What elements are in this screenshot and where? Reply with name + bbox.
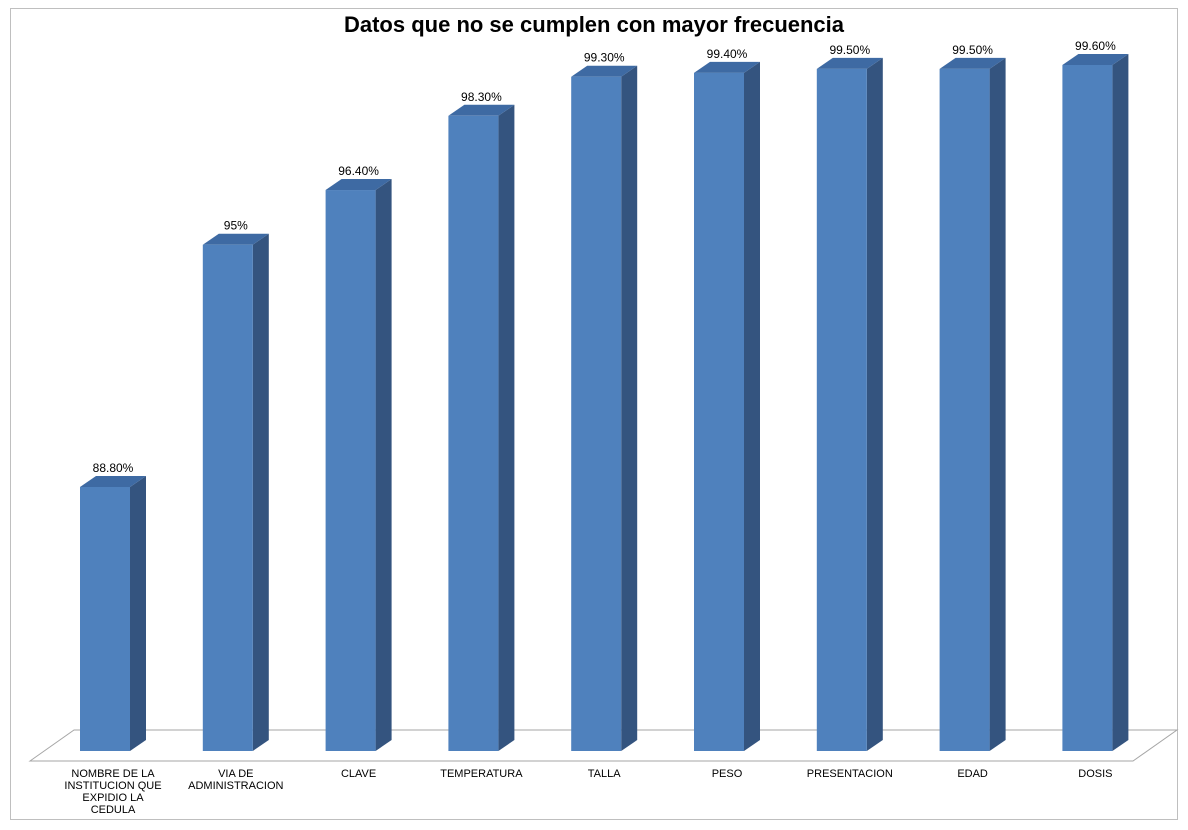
category-label: TALLA [588,768,621,780]
bars-group [80,54,1129,752]
bar-side [1112,54,1129,751]
category-label-line: PRESENTACION [807,768,893,780]
category-label-line: PESO [712,768,743,780]
bar-top [202,233,269,245]
category-label-line: TALLA [588,768,621,780]
category-label: TEMPERATURA [440,768,523,780]
category-label-line: TEMPERATURA [440,768,523,780]
bar [939,57,1006,751]
bar [202,233,269,752]
bar-top [325,179,392,191]
category-label: DOSIS [1078,768,1112,780]
category-label: PRESENTACION [807,768,893,780]
bar-side [498,104,515,752]
data-label: 96.40% [338,164,379,178]
bar-top [448,104,515,116]
data-label: 99.50% [952,43,993,57]
category-label-line: CEDULA [91,804,136,816]
bar [1062,54,1129,751]
category-label: CLAVE [341,768,376,780]
chart-title: Datos que no se cumplen con mayor frecue… [343,12,845,37]
data-label: 99.60% [1075,39,1116,53]
bar-side [130,476,146,751]
data-label: 99.30% [584,51,625,65]
bar-front [325,190,376,751]
data-label: 98.30% [461,90,502,104]
bar-top [1062,54,1129,65]
bar-side [252,233,269,752]
bar-side [744,61,760,751]
bar-front [448,115,499,752]
bar-side [989,57,1006,751]
bar-front [939,68,990,751]
bar [571,65,638,751]
category-label-line: CLAVE [341,768,376,780]
category-labels-group: NOMBRE DE LA INSTITUCION QUE EXPIDIO LA CED… [64,768,1112,816]
category-label-line: EDAD [957,768,988,780]
category-label: VIA DE ADMINISTRACION [188,768,283,792]
bar-top [939,57,1006,69]
category-label-line: INSTITUCION QUE [64,780,161,792]
bar [816,57,883,751]
category-label: PESO [712,768,743,780]
bar-front [571,76,622,751]
bar-front [202,244,253,752]
category-label-line: VIA DE [218,768,253,780]
bar-side [621,65,638,751]
bar [694,61,760,751]
category-label-line: ADMINISTRACION [188,780,283,792]
category-label-line: DOSIS [1078,768,1112,780]
bar-front [816,68,867,751]
data-label: 95% [224,219,248,233]
category-label-line: NOMBRE DE LA [71,768,155,780]
bar-front [80,487,130,751]
chart-floor-outline [28,729,1179,762]
data-label: 99.50% [829,43,870,57]
data-label: 99.40% [707,47,748,61]
bar-top [571,65,638,77]
bar [80,476,146,751]
category-label-line: EXPIDIO LA [82,792,144,804]
data-labels-group: 88.80% 95% 96.40% 98.30% 99.30% 99.40% 99.50% 9… [93,39,1116,475]
bar [325,179,392,751]
category-label: EDAD [957,768,988,780]
bar-front [694,72,744,751]
bar [448,104,515,752]
bar-side [866,57,883,751]
bar-top [80,476,146,487]
bar-side [375,179,392,751]
bar-front [1062,65,1113,751]
data-label: 88.80% [93,461,134,475]
category-label: NOMBRE DE LA INSTITUCION QUE EXPIDIO LA CED… [64,768,161,816]
bar-top [816,57,883,69]
chart-floor [28,729,1179,762]
bar-top [694,61,760,73]
